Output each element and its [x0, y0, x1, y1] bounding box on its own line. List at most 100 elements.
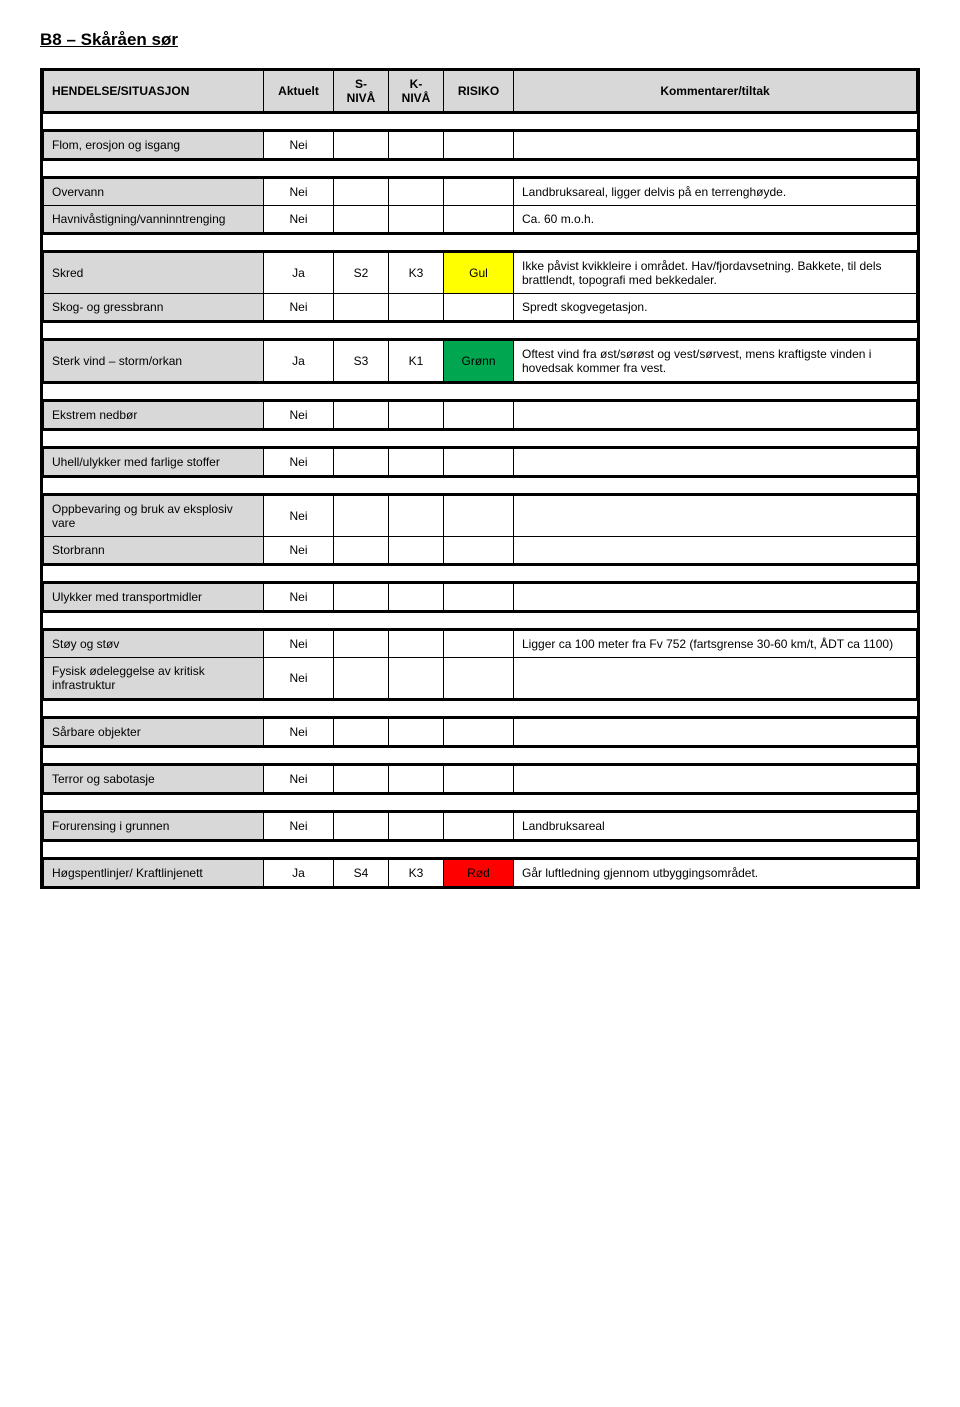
aktuelt-cell: Nei	[264, 401, 334, 430]
kommentar-cell: Går luftledning gjennom utbyggingsområde…	[514, 859, 917, 888]
separator-row	[44, 794, 917, 812]
table-row: StorbrannNei	[44, 537, 917, 565]
s-niva-cell	[334, 812, 389, 841]
aktuelt-cell: Nei	[264, 178, 334, 206]
separator-row	[44, 322, 917, 340]
k-niva-cell	[389, 294, 444, 322]
separator-row	[44, 612, 917, 630]
s-niva-cell	[334, 765, 389, 794]
separator-row	[44, 841, 917, 859]
risiko-cell	[444, 401, 514, 430]
hendelse-cell: Høgspentlinjer/ Kraftlinjenett	[44, 859, 264, 888]
hendelse-cell: Ekstrem nedbør	[44, 401, 264, 430]
risiko-cell: Rød	[444, 859, 514, 888]
kommentar-cell: Landbruksareal, ligger delvis på en terr…	[514, 178, 917, 206]
risiko-cell	[444, 765, 514, 794]
aktuelt-cell: Nei	[264, 583, 334, 612]
kommentar-cell	[514, 131, 917, 160]
hendelse-cell: Skog- og gressbrann	[44, 294, 264, 322]
separator-row	[44, 477, 917, 495]
table-row: Havnivåstigning/vanninntrengingNeiCa. 60…	[44, 206, 917, 234]
k-niva-cell	[389, 495, 444, 537]
kommentar-cell: Ikke påvist kvikkleire i området. Hav/fj…	[514, 252, 917, 294]
s-niva-cell	[334, 294, 389, 322]
table-row: Høgspentlinjer/ KraftlinjenettJaS4K3RødG…	[44, 859, 917, 888]
header-hendelse: HENDELSE/SITUASJON	[44, 70, 264, 113]
aktuelt-cell: Nei	[264, 718, 334, 747]
hendelse-cell: Uhell/ulykker med farlige stoffer	[44, 448, 264, 477]
separator-row	[44, 160, 917, 178]
s-niva-cell	[334, 718, 389, 747]
aktuelt-cell: Ja	[264, 859, 334, 888]
kommentar-cell	[514, 718, 917, 747]
s-niva-cell: S3	[334, 340, 389, 383]
hendelse-cell: Sårbare objekter	[44, 718, 264, 747]
hendelse-cell: Skred	[44, 252, 264, 294]
table-row: Ekstrem nedbørNei	[44, 401, 917, 430]
table-row: Uhell/ulykker med farlige stofferNei	[44, 448, 917, 477]
aktuelt-cell: Nei	[264, 658, 334, 700]
aktuelt-cell: Nei	[264, 630, 334, 658]
k-niva-cell: K1	[389, 340, 444, 383]
table-row: Sterk vind – storm/orkanJaS3K1GrønnOftes…	[44, 340, 917, 383]
header-aktuelt: Aktuelt	[264, 70, 334, 113]
k-niva-cell	[389, 583, 444, 612]
hendelse-cell: Flom, erosjon og isgang	[44, 131, 264, 160]
k-niva-cell	[389, 812, 444, 841]
aktuelt-cell: Ja	[264, 340, 334, 383]
hendelse-cell: Sterk vind – storm/orkan	[44, 340, 264, 383]
hendelse-cell: Ulykker med transportmidler	[44, 583, 264, 612]
risk-table: HENDELSE/SITUASJONAktueltS- NIVÅK- NIVÅR…	[43, 68, 917, 889]
risiko-cell: Grønn	[444, 340, 514, 383]
risk-table-wrap: HENDELSE/SITUASJONAktueltS- NIVÅK- NIVÅR…	[40, 68, 920, 889]
aktuelt-cell: Nei	[264, 537, 334, 565]
hendelse-cell: Støy og støv	[44, 630, 264, 658]
header-risiko: RISIKO	[444, 70, 514, 113]
s-niva-cell	[334, 537, 389, 565]
hendelse-cell: Overvann	[44, 178, 264, 206]
risiko-cell	[444, 131, 514, 160]
risiko-cell	[444, 294, 514, 322]
separator-row	[44, 430, 917, 448]
separator-row	[44, 383, 917, 401]
kommentar-cell	[514, 765, 917, 794]
s-niva-cell	[334, 583, 389, 612]
kommentar-cell	[514, 401, 917, 430]
aktuelt-cell: Nei	[264, 206, 334, 234]
s-niva-cell	[334, 448, 389, 477]
k-niva-cell: K3	[389, 859, 444, 888]
s-niva-cell	[334, 401, 389, 430]
k-niva-cell	[389, 178, 444, 206]
k-niva-cell	[389, 401, 444, 430]
separator-row	[44, 113, 917, 131]
s-niva-cell: S4	[334, 859, 389, 888]
kommentar-cell: Oftest vind fra øst/sørøst og vest/sørve…	[514, 340, 917, 383]
k-niva-cell: K3	[389, 252, 444, 294]
risiko-cell	[444, 206, 514, 234]
risiko-cell	[444, 812, 514, 841]
table-row: Ulykker med transportmidlerNei	[44, 583, 917, 612]
kommentar-cell: Ligger ca 100 meter fra Fv 752 (fartsgre…	[514, 630, 917, 658]
kommentar-cell	[514, 658, 917, 700]
s-niva-cell	[334, 206, 389, 234]
table-row: SkredJaS2K3GulIkke påvist kvikkleire i o…	[44, 252, 917, 294]
risiko-cell	[444, 718, 514, 747]
aktuelt-cell: Nei	[264, 294, 334, 322]
table-row: Flom, erosjon og isgangNei	[44, 131, 917, 160]
kommentar-cell	[514, 537, 917, 565]
risiko-cell	[444, 495, 514, 537]
table-row: Fysisk ødeleggelse av kritisk infrastruk…	[44, 658, 917, 700]
risiko-cell	[444, 658, 514, 700]
separator-row	[44, 565, 917, 583]
aktuelt-cell: Ja	[264, 252, 334, 294]
k-niva-cell	[389, 206, 444, 234]
kommentar-cell: Ca. 60 m.o.h.	[514, 206, 917, 234]
table-row: OvervannNei Landbruksareal, ligger delvis…	[44, 178, 917, 206]
table-header-row: HENDELSE/SITUASJONAktueltS- NIVÅK- NIVÅR…	[44, 70, 917, 113]
aktuelt-cell: Nei	[264, 495, 334, 537]
risiko-cell	[444, 537, 514, 565]
aktuelt-cell: Nei	[264, 812, 334, 841]
risiko-cell	[444, 630, 514, 658]
risiko-cell	[444, 583, 514, 612]
aktuelt-cell: Nei	[264, 131, 334, 160]
